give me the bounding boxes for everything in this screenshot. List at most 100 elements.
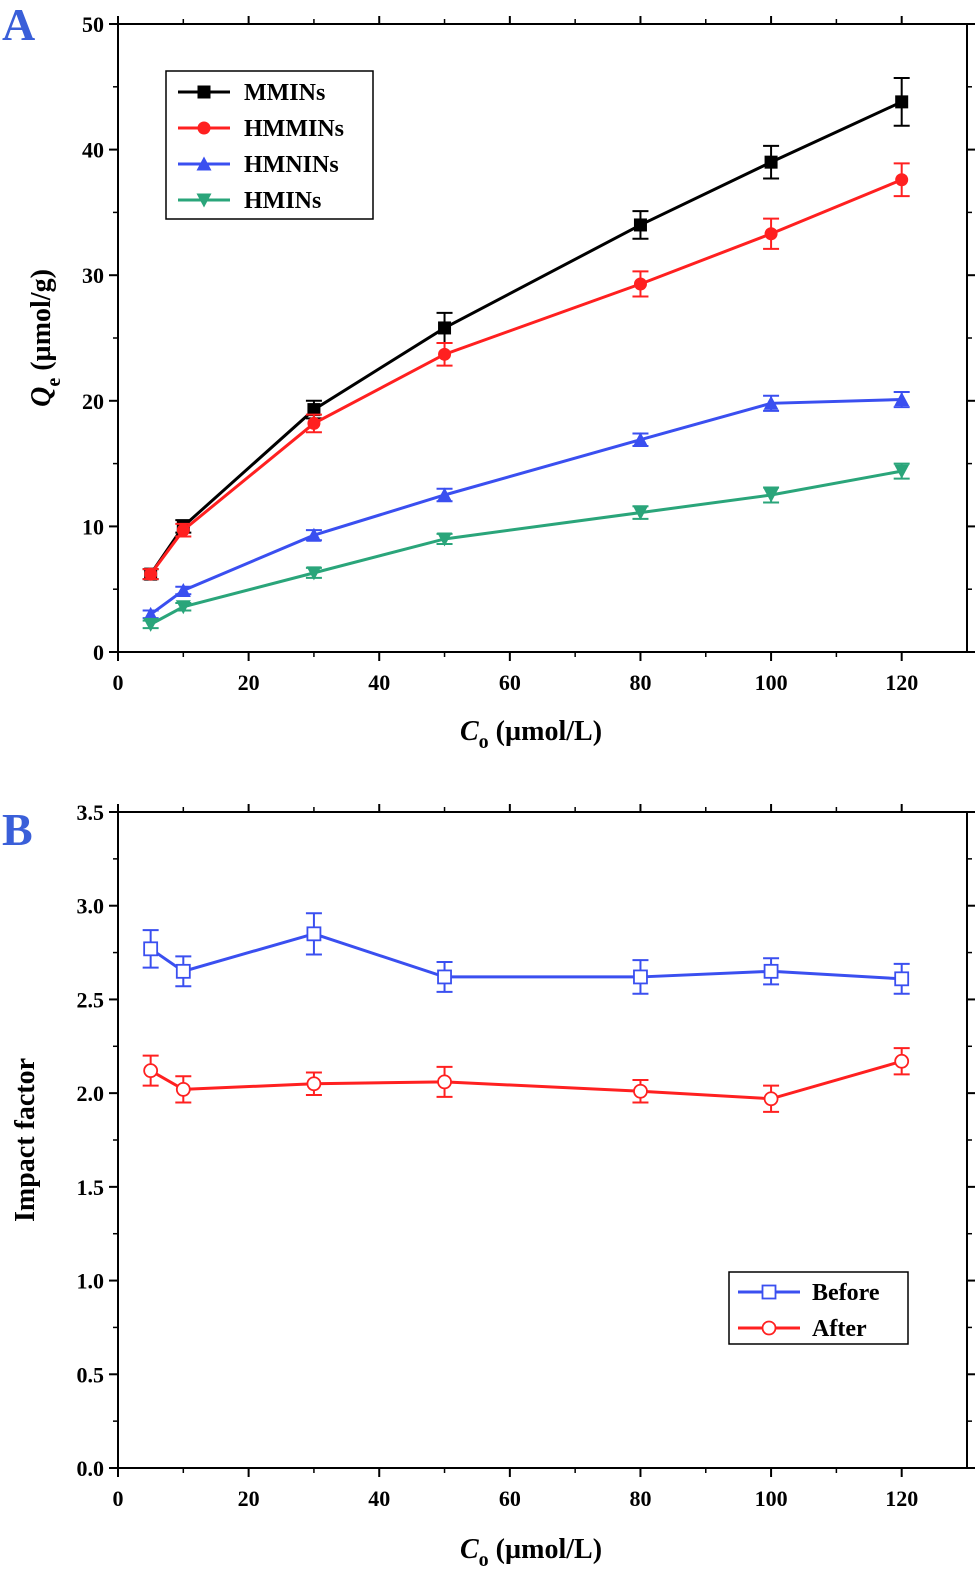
plot-frame-b	[117, 811, 968, 1469]
ticks-a: 0 20 40 60 80 100 120 0 10 20 30 40 50	[82, 12, 975, 695]
y-tick-label: 30	[82, 263, 104, 288]
data-point	[143, 941, 159, 957]
x-axis-title-a: Co (µmol/L)	[460, 716, 602, 753]
y-tick-label: 50	[82, 12, 104, 37]
data-point	[175, 963, 191, 979]
legend-marker	[197, 121, 211, 135]
data-point	[143, 1063, 159, 1079]
data-point	[306, 566, 322, 581]
data-point	[437, 969, 452, 985]
data-point	[633, 969, 648, 985]
legend-item: HMNINs	[178, 152, 339, 178]
legend-item: Before	[738, 1280, 880, 1306]
panel-label-a: A	[2, 0, 35, 50]
legend-label: Before	[812, 1280, 880, 1306]
data-point	[895, 95, 909, 109]
y-axis-title-a: Qe (µmol/g)	[26, 269, 65, 407]
data-point	[175, 582, 191, 597]
x-tick-label: 80	[629, 670, 651, 695]
legend-label: MMINs	[244, 80, 325, 106]
data-point	[632, 432, 648, 447]
legend-b: Before After	[728, 1271, 909, 1345]
data-point	[633, 277, 647, 291]
x-tick-label: 40	[368, 670, 390, 695]
y-tick-label: 0.5	[77, 1362, 105, 1387]
data-point	[438, 321, 452, 335]
series-line	[149, 178, 903, 576]
legend-label: HMNINs	[244, 152, 339, 178]
series-line	[149, 1059, 903, 1101]
y-tick-label: 0	[93, 640, 104, 665]
x-tick-label: 40	[368, 1486, 390, 1511]
data-point	[764, 155, 778, 169]
series-hmins	[142, 462, 910, 632]
y-tick-label: 1.5	[77, 1175, 105, 1200]
legend-item: MMINs	[178, 80, 325, 106]
x-tick-label: 100	[755, 670, 788, 695]
x-tick-label: 100	[755, 1486, 788, 1511]
panel-a: A 0 20 40 60 80 100 120 0 10 20 30 40 50 Qe (µmol/g)…	[2, 0, 975, 753]
data-point	[894, 464, 910, 479]
data-point	[144, 567, 158, 581]
legend-marker	[761, 1284, 777, 1300]
x-tick-label: 120	[885, 1486, 918, 1511]
x-tick-label: 80	[629, 1486, 651, 1511]
series-a	[142, 77, 910, 632]
x-tick-label: 0	[113, 670, 124, 695]
data-point	[307, 403, 321, 417]
x-tick-label: 60	[499, 1486, 521, 1511]
x-tick-label: 20	[238, 1486, 260, 1511]
data-point	[176, 523, 190, 537]
data-point	[306, 527, 322, 542]
x-tick-label: 60	[499, 670, 521, 695]
legend-marker	[197, 85, 211, 99]
y-axis-title-b: Impact factor	[10, 1058, 41, 1222]
data-point	[894, 392, 910, 407]
x-tick-label: 0	[113, 1486, 124, 1511]
legend-marker	[761, 1320, 777, 1336]
data-point	[437, 487, 453, 502]
series-b	[142, 912, 910, 1113]
y-tick-label: 1.0	[77, 1269, 105, 1294]
data-point	[437, 1074, 452, 1090]
data-point	[633, 1083, 648, 1099]
data-point	[438, 347, 452, 361]
y-tick-label: 2.0	[77, 1081, 105, 1106]
data-point	[764, 227, 778, 241]
data-point	[306, 926, 322, 942]
data-point	[895, 173, 909, 187]
series-line	[149, 932, 902, 981]
data-point	[632, 506, 648, 521]
y-tick-label: 0.0	[77, 1456, 105, 1481]
data-point	[633, 218, 647, 232]
ticks-b: 0 20 40 60 80 100 120 0.0 0.5 1.0 1.5 2.0 2.5 3.0 3.5	[77, 800, 975, 1511]
series-hmmins	[142, 162, 910, 581]
x-axis-title-b: Co (µmol/L)	[460, 1534, 602, 1571]
data-point	[143, 617, 159, 632]
y-tick-label: 2.5	[77, 987, 105, 1012]
x-tick-label: 120	[885, 670, 918, 695]
y-tick-label: 3.5	[77, 800, 105, 825]
data-point	[763, 395, 779, 410]
data-point	[894, 971, 910, 987]
data-point	[306, 1076, 322, 1092]
y-tick-label: 10	[82, 514, 104, 539]
legend-box-b	[728, 1271, 909, 1345]
legend-marker	[196, 193, 212, 208]
legend-item: HMMINs	[178, 116, 344, 142]
panel-b: B 0 20 40 60 80 100 120 0.0 0.5 1.0 1.5 2.0 2.5 3.0 3.…	[2, 800, 975, 1571]
legend-label: After	[812, 1316, 867, 1342]
legend-item: After	[738, 1316, 867, 1342]
data-point	[175, 1081, 191, 1097]
legend-label: HMMINs	[244, 116, 344, 142]
panel-label-b: B	[2, 804, 33, 855]
series-before	[142, 912, 910, 995]
series-after	[142, 1047, 910, 1113]
legend-marker	[196, 156, 212, 171]
x-tick-label: 20	[238, 670, 260, 695]
data-point	[763, 963, 779, 979]
data-point	[175, 600, 191, 615]
legend-a: MMINs HMMINs HMNINs HMINs	[165, 70, 374, 220]
data-point	[763, 488, 779, 503]
